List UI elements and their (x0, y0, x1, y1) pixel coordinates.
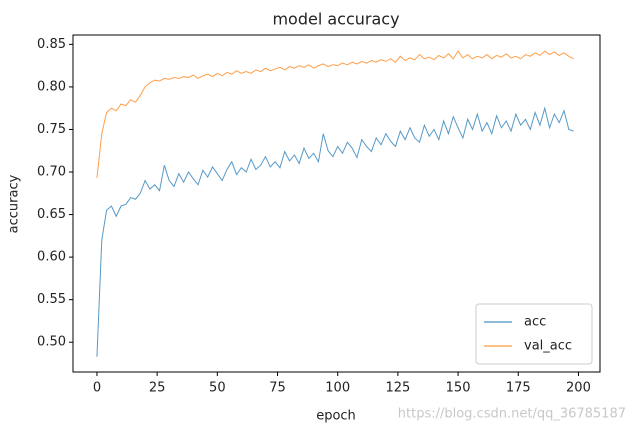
chart-title: model accuracy (272, 10, 399, 29)
x-tick-label: 0 (93, 381, 101, 396)
legend-box (475, 303, 593, 365)
x-tick-label: 50 (209, 381, 226, 396)
x-tick-label: 200 (566, 381, 591, 396)
y-tick-label: 0.85 (37, 37, 66, 52)
x-tick-label: 150 (446, 381, 471, 396)
x-axis-label: epoch (316, 409, 356, 424)
y-tick-label: 0.55 (37, 292, 66, 307)
y-tick-label: 0.70 (37, 165, 66, 180)
y-tick-label: 0.50 (37, 335, 66, 350)
plot-frame (72, 34, 601, 373)
x-tick-label: 25 (149, 381, 166, 396)
x-tick-label: 175 (506, 381, 531, 396)
series-line (96, 50, 574, 179)
x-tick-label: 100 (325, 381, 350, 396)
y-tick-label: 0.60 (37, 250, 66, 265)
watermark: https://blog.csdn.net/qq_36785187 (398, 407, 626, 422)
legend-label: val_acc (524, 339, 572, 354)
x-tick-label: 75 (269, 381, 286, 396)
y-tick-label: 0.65 (37, 207, 66, 222)
y-axis-label: accuracy (7, 174, 22, 233)
x-tick-label: 125 (385, 381, 410, 396)
y-tick-label: 0.80 (37, 79, 66, 94)
legend-label: acc (524, 315, 546, 330)
y-tick-label: 0.75 (37, 122, 66, 137)
series-line (96, 106, 574, 357)
